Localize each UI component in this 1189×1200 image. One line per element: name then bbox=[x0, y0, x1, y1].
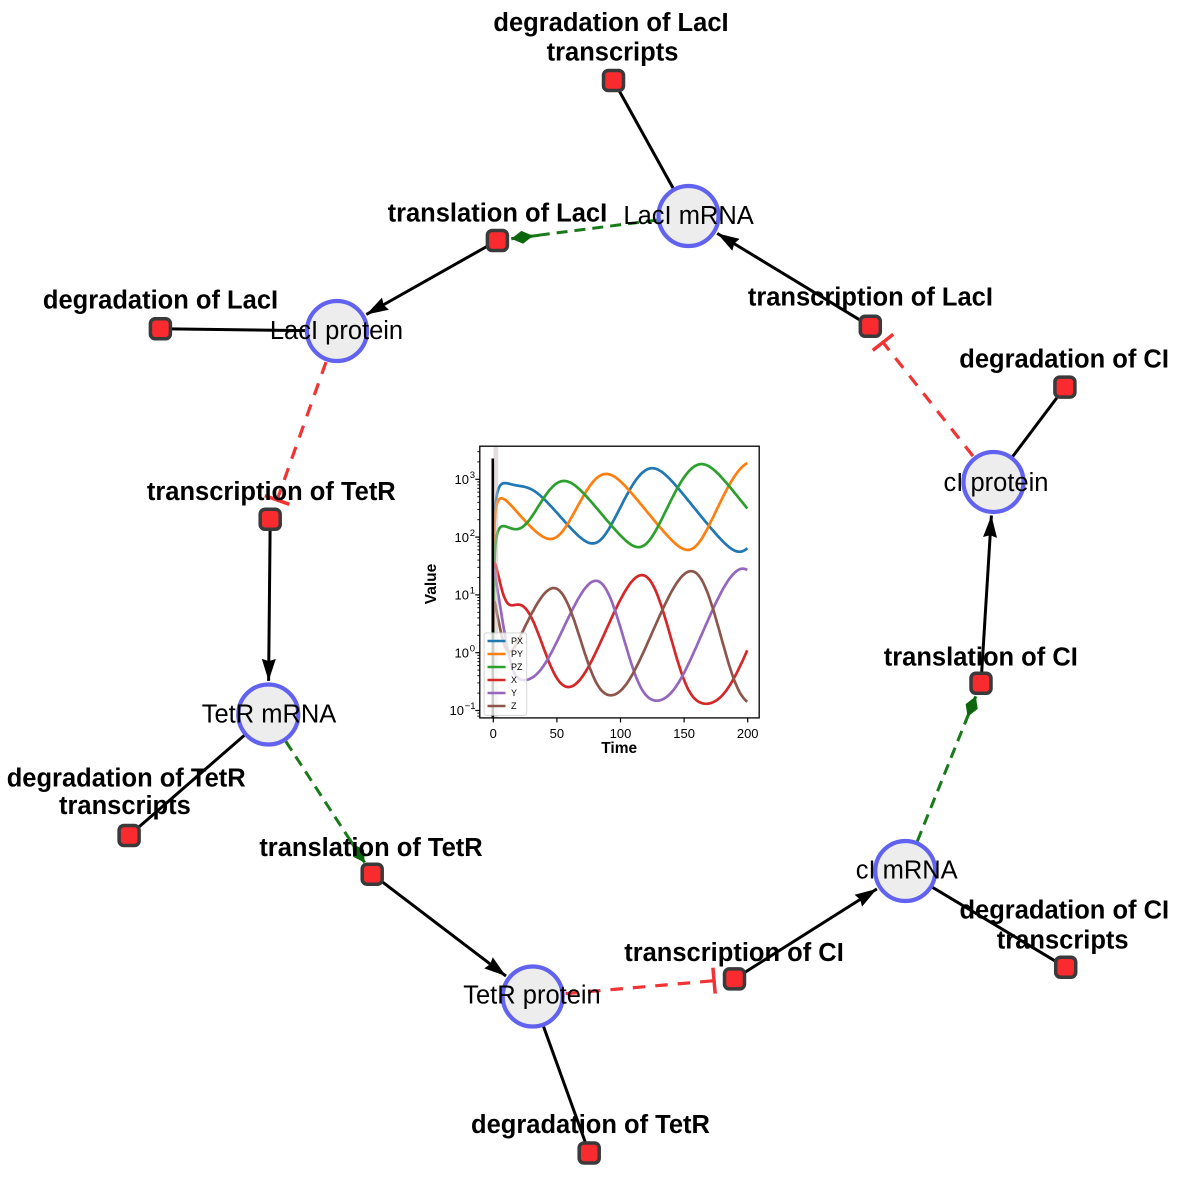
svg-text:−1: −1 bbox=[465, 701, 476, 712]
svg-text:LacI protein: LacI protein bbox=[270, 317, 403, 345]
svg-text:degradation of CI: degradation of CI bbox=[959, 897, 1169, 925]
svg-text:transcripts: transcripts bbox=[997, 927, 1129, 955]
svg-text:transcription of TetR: transcription of TetR bbox=[147, 478, 396, 506]
svg-text:Time: Time bbox=[601, 740, 637, 757]
svg-text:degradation of TetR: degradation of TetR bbox=[7, 765, 246, 793]
svg-text:TetR mRNA: TetR mRNA bbox=[202, 700, 337, 728]
svg-text:Value: Value bbox=[423, 563, 440, 604]
svg-text:translation of CI: translation of CI bbox=[884, 643, 1078, 671]
svg-text:10: 10 bbox=[455, 588, 469, 603]
svg-text:degradation of LacI: degradation of LacI bbox=[493, 9, 728, 37]
svg-text:1: 1 bbox=[470, 586, 475, 597]
svg-text:degradation of TetR: degradation of TetR bbox=[471, 1111, 710, 1139]
svg-text:transcription of CI: transcription of CI bbox=[624, 939, 844, 967]
svg-text:PX: PX bbox=[511, 636, 523, 646]
svg-text:10: 10 bbox=[450, 703, 464, 718]
svg-text:Y: Y bbox=[511, 688, 517, 698]
svg-text:3: 3 bbox=[470, 470, 475, 481]
svg-text:10: 10 bbox=[455, 530, 469, 545]
svg-text:200: 200 bbox=[737, 726, 759, 741]
svg-text:degradation of CI: degradation of CI bbox=[959, 346, 1169, 374]
svg-text:Z: Z bbox=[511, 701, 517, 711]
svg-text:transcripts: transcripts bbox=[547, 39, 679, 67]
svg-text:0: 0 bbox=[470, 643, 475, 654]
svg-text:transcripts: transcripts bbox=[59, 792, 191, 820]
svg-text:TetR protein: TetR protein bbox=[463, 982, 601, 1010]
svg-text:LacI mRNA: LacI mRNA bbox=[623, 202, 753, 230]
svg-text:PY: PY bbox=[511, 649, 523, 659]
svg-text:translation of LacI: translation of LacI bbox=[388, 200, 608, 228]
svg-text:10: 10 bbox=[455, 645, 469, 660]
svg-text:X: X bbox=[511, 675, 517, 685]
svg-text:cI protein: cI protein bbox=[944, 469, 1049, 497]
svg-text:150: 150 bbox=[673, 726, 695, 741]
svg-text:100: 100 bbox=[610, 726, 632, 741]
svg-text:50: 50 bbox=[550, 726, 564, 741]
svg-text:cI mRNA: cI mRNA bbox=[856, 857, 958, 885]
svg-text:10: 10 bbox=[455, 472, 469, 487]
svg-text:translation of TetR: translation of TetR bbox=[259, 834, 482, 862]
svg-text:PZ: PZ bbox=[511, 662, 523, 672]
svg-text:0: 0 bbox=[490, 726, 497, 741]
svg-text:transcription of LacI: transcription of LacI bbox=[748, 284, 993, 312]
svg-text:2: 2 bbox=[470, 528, 475, 539]
svg-text:degradation of LacI: degradation of LacI bbox=[43, 287, 278, 315]
